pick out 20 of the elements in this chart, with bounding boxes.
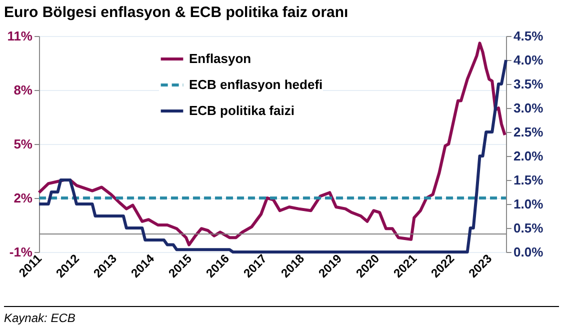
legend-label: Enflasyon	[189, 51, 252, 66]
text: Kaynak: ECB	[4, 306, 559, 325]
y2-tick-label: 0.0%	[514, 244, 544, 260]
y-tick-label: -1%	[9, 244, 33, 260]
y2-tick-label: 4.0%	[514, 52, 544, 68]
y2-tick-label: 2.0%	[514, 148, 544, 164]
legend-label: ECB enflasyon hedefi	[189, 77, 323, 92]
y2-tick-label: 1.5%	[514, 172, 544, 188]
y2-tick-label: 4.5%	[514, 28, 544, 44]
legend-label: ECB politika faizi	[189, 103, 294, 118]
y-tick-label: 2%	[14, 190, 33, 206]
y-tick-label: 5%	[14, 136, 33, 152]
y-tick-label: 11%	[7, 28, 33, 44]
y2-tick-label: 1.0%	[514, 196, 544, 212]
y2-tick-label: 3.0%	[514, 100, 544, 116]
y2-tick-label: 2.5%	[514, 124, 544, 140]
y2-tick-label: 3.5%	[514, 76, 544, 92]
chart-title: Euro Bölgesi enflasyon & ECB politika faiz oranı	[4, 4, 348, 21]
y2-tick-label: 0.5%	[514, 220, 544, 236]
y-tick-label: 8%	[14, 82, 33, 98]
